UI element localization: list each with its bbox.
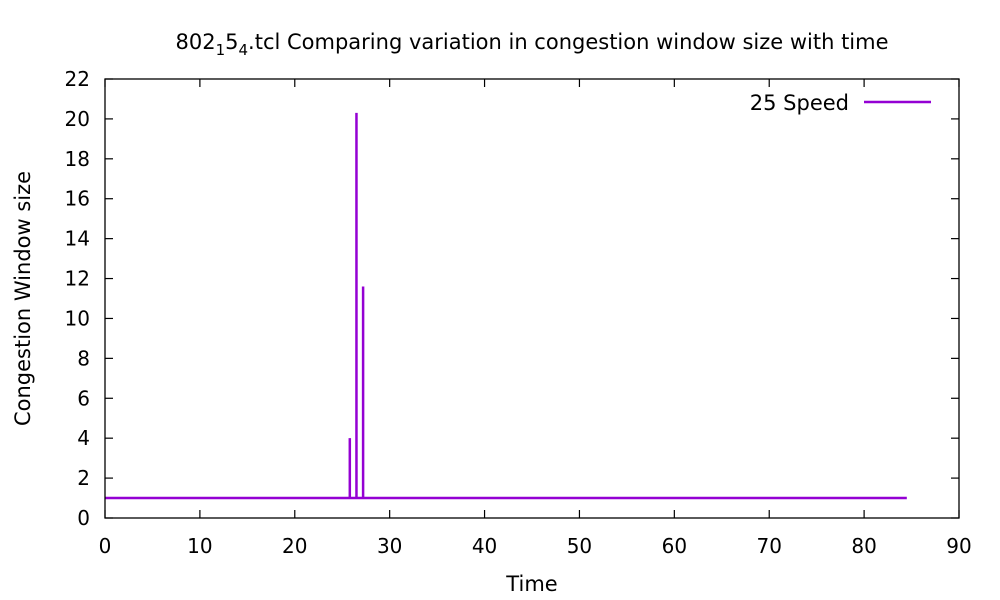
y-tick-label: 4: [77, 426, 90, 450]
title-rest: .tcl Comparing variation in congestion w…: [248, 30, 888, 54]
title-sub-2: 4: [238, 41, 248, 59]
x-tick-label: 10: [187, 534, 212, 558]
x-tick-label: 90: [946, 534, 971, 558]
y-tick-label: 14: [65, 227, 90, 251]
title-base: 802: [175, 30, 215, 54]
axis-ticks: [104, 78, 960, 519]
y-tick-label: 10: [65, 306, 90, 330]
y-tick-label: 2: [77, 466, 90, 490]
title-sub-1: 1: [216, 41, 226, 59]
x-tick-label: 20: [282, 534, 307, 558]
series-line: [105, 112, 907, 500]
y-tick-label: 0: [77, 506, 90, 530]
y-tick-label: 18: [65, 147, 90, 171]
x-tick-label: 0: [99, 534, 112, 558]
y-axis-title: Congestion Window size: [11, 171, 35, 426]
y-tick-label: 6: [77, 386, 90, 410]
y-tick-label: 20: [65, 107, 90, 131]
legend: 25 Speed: [750, 91, 931, 115]
x-tick-label: 30: [377, 534, 402, 558]
chart-title: 802154.tcl Comparing variation in conges…: [175, 30, 888, 59]
y-tick-label: 22: [65, 67, 90, 91]
plot-frame: [104, 78, 960, 519]
x-tick-label: 50: [567, 534, 592, 558]
y-tick-label: 8: [77, 346, 90, 370]
x-tick-label: 80: [851, 534, 876, 558]
tick-labels: 0 10 20 30 40 50 60 70 80 90 0 2 4 6 8 10 12 14 16 18 20 22: [65, 67, 972, 558]
legend-label: 25 Speed: [750, 91, 849, 115]
x-axis-title: Time: [505, 572, 557, 596]
x-tick-label: 70: [756, 534, 781, 558]
x-tick-label: 40: [472, 534, 497, 558]
y-tick-label: 16: [65, 187, 90, 211]
x-tick-label: 60: [662, 534, 687, 558]
y-tick-label: 12: [65, 267, 90, 291]
title-mid: 5: [225, 30, 238, 54]
series-layer: [105, 112, 907, 500]
